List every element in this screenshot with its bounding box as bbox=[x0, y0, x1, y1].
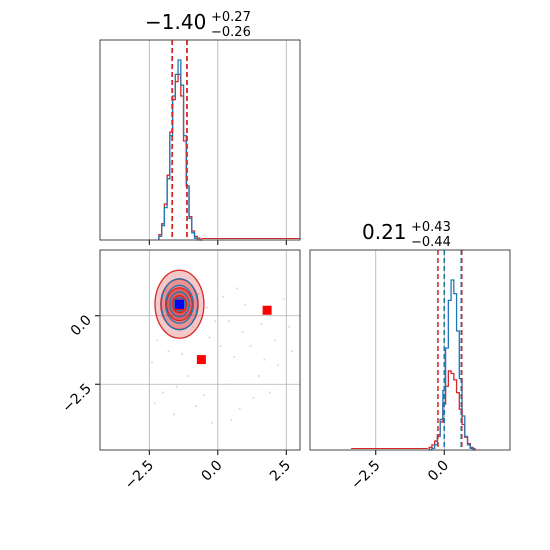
blue-contour-level-1 bbox=[169, 291, 190, 318]
scatter-point-35 bbox=[282, 298, 285, 301]
y-tick-label-1: −2.5 bbox=[59, 381, 94, 416]
scatter-point-0 bbox=[156, 339, 159, 342]
scatter-point-5 bbox=[241, 331, 244, 334]
hist1-frame bbox=[99, 39, 301, 241]
scatter-point-20 bbox=[164, 290, 167, 293]
scatter-point-22 bbox=[222, 295, 225, 298]
title-param1: −1.40 bbox=[145, 10, 206, 34]
scatter-point-4 bbox=[227, 320, 230, 323]
scatter-point-24 bbox=[205, 306, 208, 309]
scatter-point-11 bbox=[203, 394, 206, 397]
scatter-point-18 bbox=[211, 421, 214, 424]
blue-marker-0 bbox=[174, 299, 184, 309]
scatter-point-31 bbox=[175, 385, 178, 388]
scatter-point-7 bbox=[260, 322, 263, 325]
x-tick-label-3: 2.5 bbox=[267, 458, 294, 485]
x2-tick-label-2: 0.0 bbox=[425, 458, 452, 485]
scatter-point-39 bbox=[263, 358, 266, 361]
title-param2: 0.21 bbox=[362, 220, 407, 244]
title-param2-plus: +0.43 bbox=[411, 220, 451, 235]
hist2-red-series bbox=[428, 370, 476, 450]
x2-tick-label-1: −2.5 bbox=[348, 458, 383, 493]
scatter-point-12 bbox=[225, 383, 228, 386]
scatter-point-6 bbox=[249, 344, 252, 347]
scatter-point-32 bbox=[230, 418, 233, 421]
title-param1-value: −1.40 bbox=[145, 10, 206, 34]
scatter-point-25 bbox=[151, 361, 154, 364]
scatter-point-3 bbox=[208, 336, 211, 339]
scatter-point-9 bbox=[288, 325, 291, 328]
title-param1-plus: +0.27 bbox=[211, 10, 251, 25]
scatter-point-33 bbox=[153, 402, 156, 405]
red-marker-2 bbox=[262, 305, 272, 315]
red-marker-1 bbox=[196, 355, 206, 365]
blue-contour-level-0 bbox=[173, 297, 186, 312]
scatter-point-26 bbox=[181, 353, 184, 356]
histogram-param2-panel bbox=[309, 249, 511, 455]
y-tick-label-2: 0.0 bbox=[68, 312, 95, 339]
scatter-point-21 bbox=[197, 292, 200, 295]
scatter-point-19 bbox=[233, 355, 236, 358]
scatter-point-28 bbox=[268, 391, 271, 394]
hist1-blue-series bbox=[158, 59, 203, 241]
blue-contour-level-2 bbox=[164, 284, 194, 324]
scatter-point-38 bbox=[214, 320, 217, 323]
scatter-point-13 bbox=[238, 407, 241, 410]
scatter-point-23 bbox=[244, 303, 247, 306]
title-param2-minus: −0.44 bbox=[411, 235, 451, 250]
histogram-param1-panel bbox=[99, 39, 301, 245]
scatter-point-36 bbox=[235, 287, 238, 290]
scatter-point-15 bbox=[162, 391, 165, 394]
scatter-point-14 bbox=[172, 413, 175, 416]
scatter-point-27 bbox=[219, 344, 222, 347]
scatter-point-2 bbox=[192, 325, 195, 328]
x-tick-label-2: 0.0 bbox=[199, 458, 226, 485]
scatter-point-16 bbox=[257, 375, 260, 378]
hist1-red-series bbox=[158, 73, 203, 241]
scatter-point-8 bbox=[274, 339, 277, 342]
joint-contour-panel bbox=[95, 249, 301, 455]
hist2-blue-series bbox=[429, 279, 476, 451]
x-tick-label-1: −2.5 bbox=[122, 458, 157, 493]
title-param1-minus: −0.26 bbox=[211, 25, 251, 40]
scatter-point-30 bbox=[194, 405, 197, 408]
joint-frame bbox=[99, 249, 301, 451]
title-param2-value: 0.21 bbox=[362, 220, 407, 244]
hist2-frame bbox=[309, 249, 511, 451]
blue-contour-level-3 bbox=[160, 278, 199, 331]
scatter-point-29 bbox=[290, 350, 293, 353]
scatter-point-34 bbox=[252, 396, 255, 399]
scatter-point-10 bbox=[186, 375, 189, 378]
scatter-point-1 bbox=[167, 350, 170, 353]
scatter-point-17 bbox=[277, 364, 280, 367]
